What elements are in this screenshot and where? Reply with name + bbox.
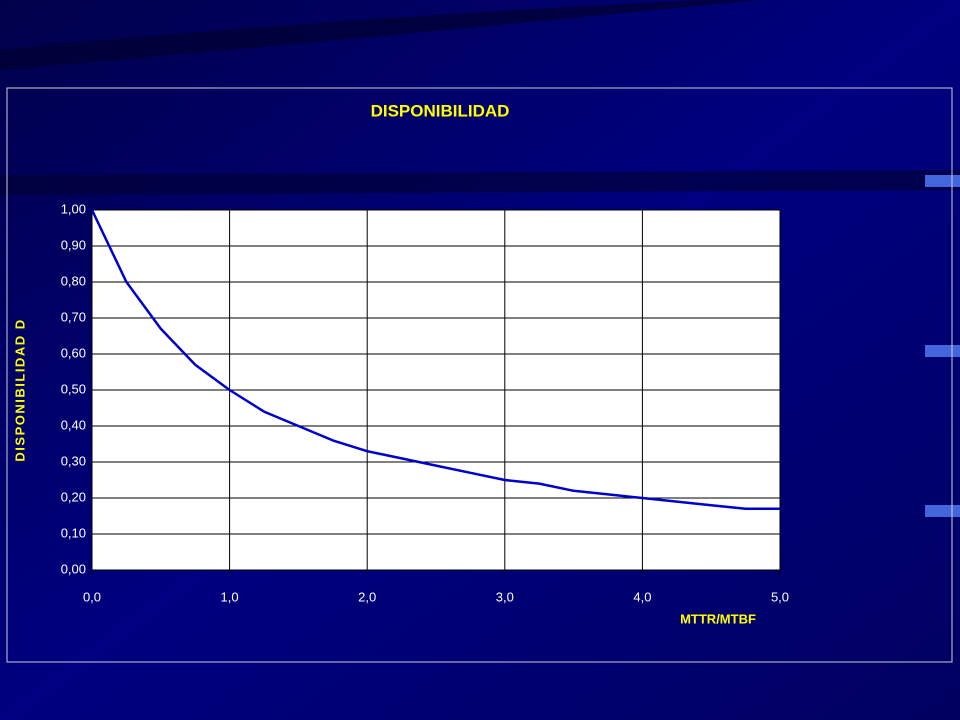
y-tick-label: 0,60 [61,345,86,360]
decor-stripe [0,170,960,195]
x-tick-label: 1,0 [221,589,239,604]
y-tick-label: 0,10 [61,525,86,540]
x-tick-label: 4,0 [633,589,651,604]
chart-title: DISPONIBILIDAD [371,101,510,120]
chart-frame [6,87,953,663]
y-tick-label: 0,90 [61,237,86,252]
x-axis-label: MTTR/MTBF [680,611,756,626]
y-tick-label: 0,50 [61,381,86,396]
y-axis-label: DISPONIBILIDAD D [12,318,27,461]
y-tick-label: 0,00 [61,561,86,576]
data-line [90,209,780,511]
x-tick-label: 5,0 [771,589,789,604]
x-tick-label: 0,0 [83,589,101,604]
y-tick-label: 0,70 [61,309,86,324]
x-tick-label: 3,0 [496,589,514,604]
y-tick-label: 0,30 [61,453,86,468]
y-tick-label: 1,00 [61,201,86,216]
decor-tab [925,175,960,187]
y-tick-label: 0,80 [61,273,86,288]
decor-tab [925,345,960,357]
y-tick-label: 0,40 [61,417,86,432]
decor-stripe [0,0,760,70]
y-tick-label: 0,20 [61,489,86,504]
decor-tab [925,505,960,517]
x-tick-label: 2,0 [358,589,376,604]
